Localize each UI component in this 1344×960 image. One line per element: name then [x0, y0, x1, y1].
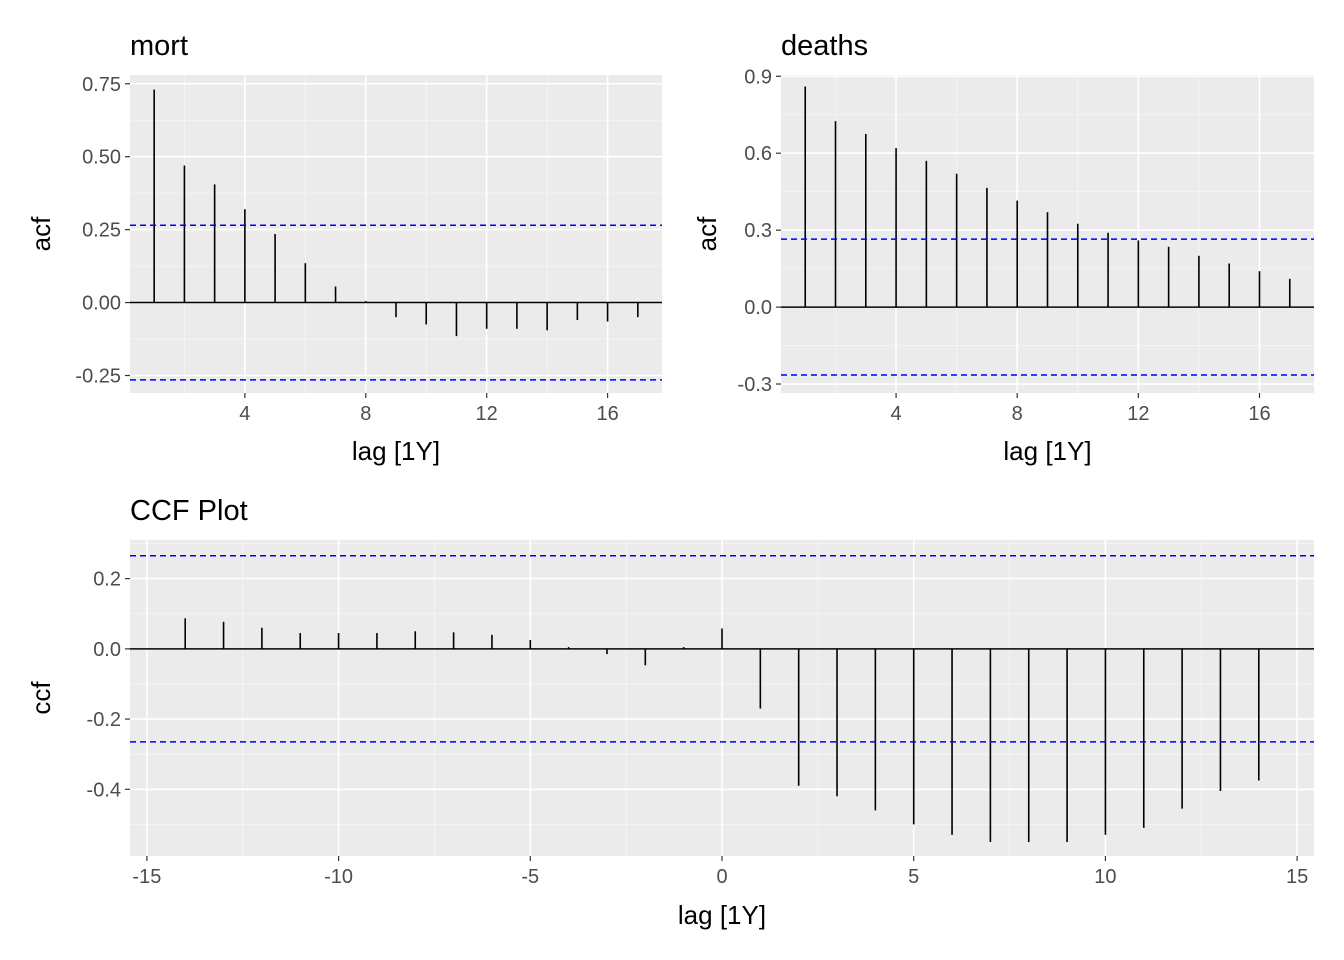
ccf-panel: -15 -10 -5 0 5 10 15 -0.4 -0.2 0.0 0.2 CCF Plot lag …	[26, 495, 1314, 930]
mort-acf-panel: 4 8 12 16 -0.25 0.00 0.25 0.50 0.75 mort lag [1Y] a…	[26, 30, 662, 466]
ccf-x-tick-label: 5	[908, 866, 919, 888]
ccf-x-tick-label: -5	[521, 866, 539, 888]
ccf-y-axis-label: ccf	[26, 681, 56, 715]
deaths-title: deaths	[781, 30, 868, 62]
mort-x-axis-label: lag [1Y]	[352, 436, 440, 466]
ccf-x-tick-label: -15	[132, 866, 161, 888]
ccf-y-tick-label: -0.4	[87, 779, 121, 801]
mort-x-tick-label: 4	[239, 403, 250, 425]
ccf-x-tick-label: 15	[1286, 866, 1308, 888]
mort-y-tick-label: 0.50	[82, 147, 121, 169]
deaths-y-tick-label: 0.0	[744, 297, 772, 319]
mort-y-tick-label: 0.25	[82, 220, 121, 242]
ccf-y-tick-label: -0.2	[87, 709, 121, 731]
deaths-x-axis-label: lag [1Y]	[1003, 436, 1091, 466]
deaths-y-tick-label: -0.3	[738, 374, 772, 396]
mort-title: mort	[130, 30, 188, 62]
deaths-acf-panel: 4 8 12 16 -0.3 0.0 0.3 0.6 0.9 deaths lag [1Y] acf	[692, 30, 1314, 466]
mort-x-tick-label: 16	[596, 403, 618, 425]
ccf-y-tick-label: 0.0	[93, 639, 121, 661]
deaths-x-tick-label: 4	[891, 403, 902, 425]
ccf-x-tick-label: 0	[716, 866, 727, 888]
mort-x-tick-label: 12	[476, 403, 498, 425]
mort-y-tick-label: 0.75	[82, 74, 121, 96]
deaths-y-tick-label: 0.3	[744, 220, 772, 242]
ccf-x-axis-label: lag [1Y]	[678, 900, 766, 930]
ccf-y-tick-label: 0.2	[93, 569, 121, 591]
mort-y-tick-label: 0.00	[82, 293, 121, 315]
ccf-x-tick-label: 10	[1094, 866, 1116, 888]
mort-y-tick-label: -0.25	[75, 365, 121, 387]
deaths-x-tick-label: 8	[1012, 403, 1023, 425]
mort-panel-background	[130, 75, 662, 393]
deaths-x-tick-label: 16	[1248, 403, 1270, 425]
deaths-y-tick-label: 0.9	[744, 66, 772, 88]
ccf-title: CCF Plot	[130, 495, 248, 527]
deaths-y-axis-label: acf	[692, 216, 722, 251]
ccf-x-tick-label: -10	[324, 866, 353, 888]
mort-y-axis-label: acf	[26, 216, 56, 251]
mort-x-tick-label: 8	[360, 403, 371, 425]
deaths-x-tick-label: 12	[1127, 403, 1149, 425]
deaths-y-tick-label: 0.6	[744, 143, 772, 165]
